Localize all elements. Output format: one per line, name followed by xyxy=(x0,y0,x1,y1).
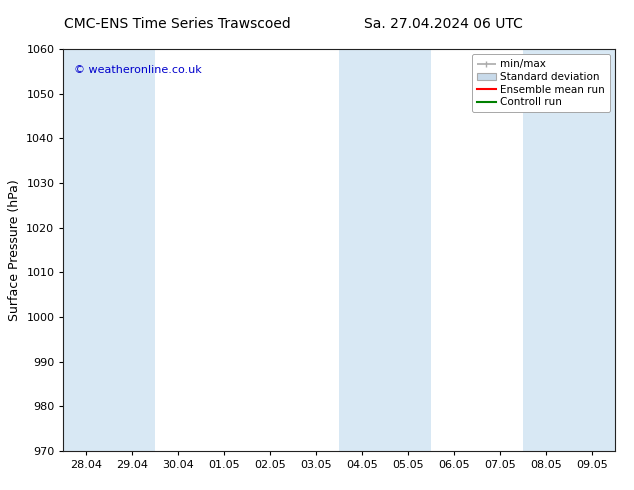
Text: CMC-ENS Time Series Trawscoed: CMC-ENS Time Series Trawscoed xyxy=(64,17,291,31)
Bar xyxy=(63,49,155,451)
Legend: min/max, Standard deviation, Ensemble mean run, Controll run: min/max, Standard deviation, Ensemble me… xyxy=(472,54,610,112)
Text: © weatheronline.co.uk: © weatheronline.co.uk xyxy=(74,65,202,75)
Bar xyxy=(523,49,615,451)
Bar xyxy=(339,49,431,451)
Text: Sa. 27.04.2024 06 UTC: Sa. 27.04.2024 06 UTC xyxy=(365,17,523,31)
Y-axis label: Surface Pressure (hPa): Surface Pressure (hPa) xyxy=(8,179,21,321)
